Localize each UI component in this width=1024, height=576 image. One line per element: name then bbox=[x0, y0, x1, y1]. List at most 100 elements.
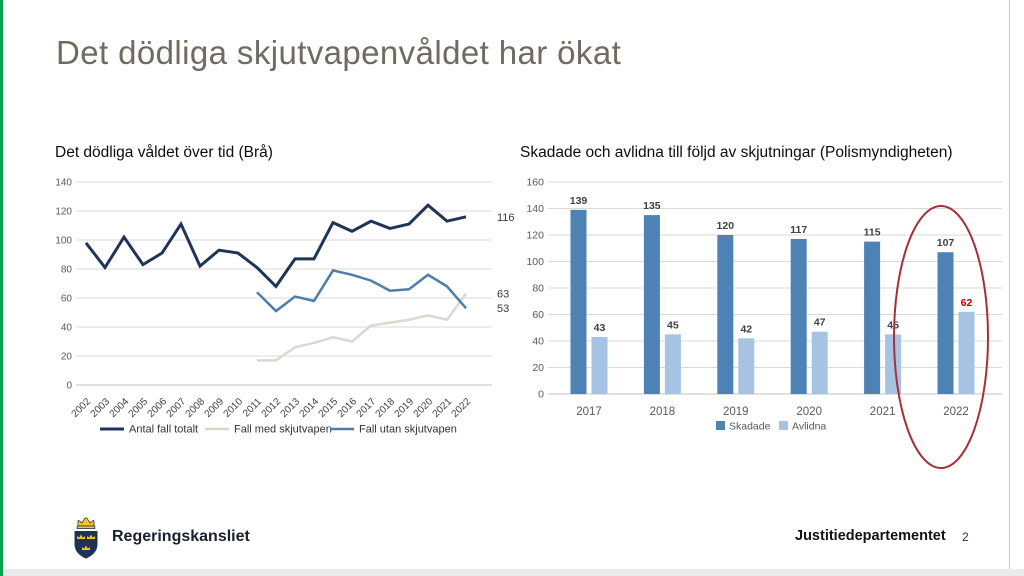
svg-text:43: 43 bbox=[594, 322, 606, 334]
svg-text:2022: 2022 bbox=[450, 396, 474, 420]
svg-text:2013: 2013 bbox=[279, 396, 303, 420]
svg-text:2005: 2005 bbox=[127, 396, 151, 420]
bar-chart-title: Skadade och avlidna till följd av skjutn… bbox=[520, 144, 953, 161]
svg-text:53: 53 bbox=[497, 303, 509, 315]
bar-avlidna-2022 bbox=[958, 311, 975, 394]
svg-text:42: 42 bbox=[740, 323, 752, 335]
bar-skadade-2020 bbox=[790, 238, 807, 394]
slide-title: Det dödliga skjutvapenvåldet har ökat bbox=[56, 34, 622, 71]
svg-text:40: 40 bbox=[532, 336, 544, 348]
svg-text:2011: 2011 bbox=[241, 396, 264, 419]
svg-text:Fall utan skjutvapen: Fall utan skjutvapen bbox=[359, 424, 457, 436]
bar-avlidna-2017 bbox=[591, 337, 608, 394]
bar-chart-bars bbox=[570, 209, 975, 394]
svg-text:120: 120 bbox=[526, 230, 544, 242]
svg-text:Skadade: Skadade bbox=[729, 421, 771, 433]
bar-avlidna-2018 bbox=[664, 334, 681, 394]
svg-text:2008: 2008 bbox=[184, 396, 208, 420]
svg-text:2017: 2017 bbox=[576, 406, 602, 418]
svg-text:2012: 2012 bbox=[260, 396, 284, 420]
bar-skadade-2021 bbox=[864, 241, 881, 394]
bar-chart-grid: 0 20 40 60 80 100 120 140 160 bbox=[526, 177, 1002, 401]
bar-skadade-2022 bbox=[937, 252, 954, 394]
svg-text:2015: 2015 bbox=[317, 396, 341, 420]
svg-text:2016: 2016 bbox=[336, 396, 360, 420]
svg-text:2022: 2022 bbox=[943, 406, 969, 418]
svg-text:140: 140 bbox=[55, 178, 72, 189]
svg-text:2021: 2021 bbox=[431, 396, 455, 420]
svg-text:2021: 2021 bbox=[870, 406, 896, 418]
svg-text:2006: 2006 bbox=[146, 396, 170, 420]
svg-text:2019: 2019 bbox=[393, 396, 417, 420]
svg-text:120: 120 bbox=[717, 220, 735, 232]
series-line-2 bbox=[256, 269, 467, 313]
svg-text:60: 60 bbox=[532, 309, 544, 321]
svg-text:45: 45 bbox=[667, 319, 679, 331]
left-accent-bar bbox=[0, 0, 3, 576]
svg-text:2018: 2018 bbox=[374, 396, 398, 420]
svg-text:2004: 2004 bbox=[108, 396, 132, 420]
bar-skadade-2019 bbox=[717, 235, 734, 394]
svg-text:2018: 2018 bbox=[650, 406, 676, 418]
svg-text:2019: 2019 bbox=[723, 406, 749, 418]
shield-icon bbox=[74, 531, 98, 559]
svg-text:160: 160 bbox=[526, 177, 544, 189]
svg-text:2014: 2014 bbox=[298, 396, 322, 420]
series-line-0 bbox=[84, 203, 467, 289]
bar-chart: 0 20 40 60 80 100 120 140 160 139 135 120 117 115 107 4… bbox=[526, 177, 1002, 469]
footer-department-label: Justitiedepartementet bbox=[795, 528, 946, 544]
svg-text:80: 80 bbox=[61, 265, 73, 276]
svg-text:0: 0 bbox=[66, 381, 72, 392]
regeringskansliet-logo bbox=[74, 517, 98, 559]
svg-text:20: 20 bbox=[532, 362, 544, 374]
svg-text:116: 116 bbox=[497, 212, 515, 224]
svg-text:2003: 2003 bbox=[89, 396, 113, 420]
svg-text:2010: 2010 bbox=[222, 396, 246, 420]
series-line-1 bbox=[257, 292, 468, 362]
svg-text:117: 117 bbox=[790, 224, 807, 236]
svg-text:0: 0 bbox=[538, 389, 544, 401]
svg-text:2020: 2020 bbox=[412, 396, 436, 420]
bar-chart-x-labels: 2017 2018 2019 2020 2021 2022 bbox=[576, 406, 969, 418]
svg-text:63: 63 bbox=[497, 289, 509, 301]
svg-text:2020: 2020 bbox=[796, 406, 822, 418]
bar-skadade-2017 bbox=[570, 209, 587, 394]
svg-text:2017: 2017 bbox=[355, 396, 379, 420]
svg-text:2002: 2002 bbox=[70, 396, 94, 420]
svg-text:20: 20 bbox=[61, 352, 73, 363]
bottom-strip bbox=[3, 569, 1024, 576]
svg-text:115: 115 bbox=[864, 227, 881, 239]
svg-text:60: 60 bbox=[61, 294, 73, 305]
svg-text:120: 120 bbox=[55, 207, 72, 218]
bar-avlidna-2020 bbox=[811, 331, 828, 394]
line-chart: 0204060801001201402002200320042005200620… bbox=[55, 178, 515, 436]
footer-org-label: Regeringskansliet bbox=[112, 528, 250, 545]
svg-text:107: 107 bbox=[937, 237, 955, 249]
svg-text:47: 47 bbox=[814, 317, 826, 329]
svg-text:2009: 2009 bbox=[203, 396, 227, 420]
svg-text:2007: 2007 bbox=[165, 396, 189, 420]
line-chart-end-labels: 116 63 53 bbox=[497, 212, 515, 315]
bar-skadade-2018 bbox=[643, 215, 660, 394]
svg-text:135: 135 bbox=[643, 200, 661, 212]
svg-text:80: 80 bbox=[532, 283, 544, 295]
highlight-ellipse-2022 bbox=[893, 205, 989, 469]
svg-text:Avlidna: Avlidna bbox=[792, 421, 826, 433]
line-chart-grid: 0 20 40 60 80 100 120 140 bbox=[55, 178, 492, 392]
svg-text:40: 40 bbox=[61, 323, 73, 334]
bar-avlidna-2019 bbox=[738, 338, 755, 394]
crown-icon bbox=[76, 517, 96, 529]
svg-text:Fall med skjutvapen: Fall med skjutvapen bbox=[234, 424, 332, 436]
svg-text:Antal fall totalt: Antal fall totalt bbox=[129, 424, 198, 436]
svg-text:140: 140 bbox=[526, 203, 544, 215]
line-chart-x-labels: 2002200320042005200620072008200920102011… bbox=[70, 396, 474, 420]
svg-text:139: 139 bbox=[570, 195, 588, 207]
svg-text:100: 100 bbox=[526, 256, 544, 268]
svg-text:100: 100 bbox=[55, 236, 72, 247]
page-number: 2 bbox=[962, 530, 969, 544]
line-chart-legend: Antal fall totalt Fall med skjutvapen Fall… bbox=[100, 424, 457, 436]
svg-text:62: 62 bbox=[961, 297, 973, 309]
bar-chart-legend: Skadade Avlidna bbox=[716, 421, 826, 433]
line-chart-series bbox=[84, 203, 468, 362]
